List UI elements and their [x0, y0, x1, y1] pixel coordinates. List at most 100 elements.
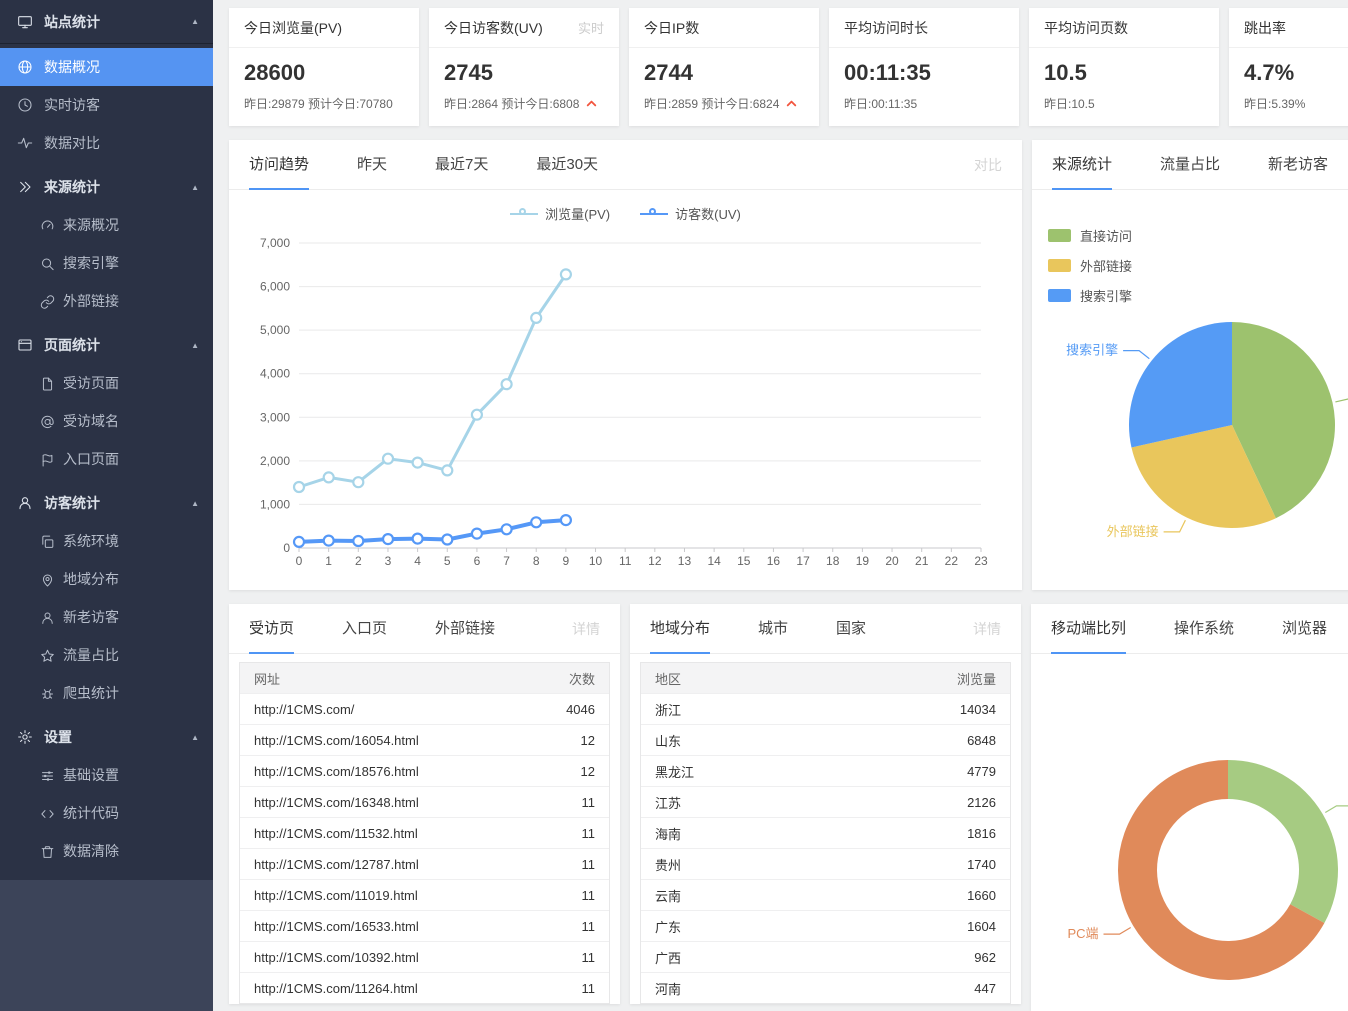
panel-tab[interactable]: 入口页	[342, 604, 387, 654]
svg-text:19: 19	[856, 554, 870, 568]
panel-tab[interactable]: 国家	[836, 604, 866, 654]
url-cell: http://1CMS.com/11264.html	[254, 981, 418, 996]
stat-card-value: 2745	[429, 48, 619, 86]
svg-text:5,000: 5,000	[260, 323, 290, 337]
count-cell: 11	[582, 795, 596, 810]
panel-tab[interactable]: 操作系统	[1174, 604, 1234, 654]
clock-icon	[17, 97, 33, 113]
svg-text:20: 20	[885, 554, 899, 568]
panel-tab[interactable]: 最近7天	[435, 140, 488, 190]
stat-card-footer: 昨日:29879 预计今日:70780	[244, 95, 393, 112]
region-cell: 河南	[655, 979, 681, 998]
sidebar-item[interactable]: 爬虫统计 ▲	[0, 674, 213, 712]
sidebar-item[interactable]: 站点统计 ▲	[0, 0, 213, 44]
table-row: 河南 447	[641, 972, 1010, 1003]
stat-card-value: 4.7%	[1229, 48, 1348, 86]
panel-tab[interactable]: 移动端比列	[1051, 604, 1126, 654]
url-cell: http://1CMS.com/11532.html	[254, 826, 418, 841]
collapse-up-arrow-icon[interactable]: ▲	[191, 341, 199, 350]
sidebar-item-label: 新老访客	[63, 607, 119, 627]
sidebar-item-label: 实时访客	[44, 95, 100, 115]
count-cell: 2126	[967, 795, 996, 810]
panel-tab[interactable]: 新老访客	[1268, 140, 1328, 190]
panel-tab[interactable]: 外部链接	[435, 604, 495, 654]
window-icon	[17, 337, 33, 353]
compare-link[interactable]: 对比	[974, 155, 1002, 175]
region-cell: 江苏	[655, 793, 681, 812]
legend-item[interactable]: 浏览量(PV)	[510, 203, 610, 224]
count-cell: 4046	[566, 702, 595, 717]
legend-swatch-icon	[1048, 229, 1071, 242]
sidebar-item[interactable]: 页面统计 ▲	[0, 326, 213, 364]
stat-card-title: 平均访问时长	[844, 18, 928, 38]
sidebar-item[interactable]: 系统环境 ▲	[0, 522, 213, 560]
panel-tab[interactable]: 流量占比	[1160, 140, 1220, 190]
sidebar-item[interactable]: 流量占比 ▲	[0, 636, 213, 674]
count-cell: 447	[974, 981, 996, 996]
visit-trend-chart[interactable]: 01,0002,0003,0004,0005,0006,0007,0000123…	[229, 224, 1022, 574]
panel-tab[interactable]: 访问趋势	[249, 140, 309, 190]
stat-card-footer: 昨日:2864 预计今日:6808	[444, 95, 579, 112]
sidebar-item[interactable]: 新老访客 ▲	[0, 598, 213, 636]
svg-text:11: 11	[619, 554, 632, 568]
panel-tab[interactable]: 受访页	[249, 604, 294, 654]
legend-item[interactable]: 访客数(UV)	[640, 203, 741, 224]
count-cell: 962	[974, 950, 996, 965]
stat-card-title: 今日浏览量(PV)	[244, 18, 342, 38]
sidebar-item[interactable]: 数据清除 ▲	[0, 832, 213, 870]
collapse-up-arrow-icon[interactable]: ▲	[191, 183, 199, 192]
device-donut-chart[interactable]: PC端	[1031, 654, 1348, 1011]
svg-text:2,000: 2,000	[260, 454, 290, 468]
sidebar-item[interactable]: 来源统计 ▲	[0, 168, 213, 206]
count-cell: 6848	[967, 733, 996, 748]
svg-text:0: 0	[296, 554, 303, 568]
sidebar-item[interactable]: 数据概况 ▲	[0, 48, 213, 86]
sidebar-item[interactable]: 实时访客 ▲	[0, 86, 213, 124]
collapse-up-arrow-icon[interactable]: ▲	[191, 17, 199, 26]
svg-text:15: 15	[737, 554, 751, 568]
details-link[interactable]: 详情	[973, 619, 1001, 639]
sidebar-item[interactable]: 基础设置 ▲	[0, 756, 213, 794]
sidebar-item-label: 外部链接	[63, 291, 119, 311]
collapse-up-arrow-icon[interactable]: ▲	[191, 499, 199, 508]
panel-tab[interactable]: 昨天	[357, 140, 387, 190]
legend-swatch-icon	[1048, 289, 1071, 302]
sidebar-item[interactable]: 搜索引擎 ▲	[0, 244, 213, 282]
legend-item[interactable]: 外部链接	[1048, 256, 1132, 275]
sidebar-item[interactable]: 受访页面 ▲	[0, 364, 213, 402]
stat-card-value: 28600	[229, 48, 419, 86]
table-row: http://1CMS.com/10392.html 11	[240, 941, 609, 972]
sidebar-item-label: 搜索引擎	[63, 253, 119, 273]
sidebar-item[interactable]: 设置 ▲	[0, 718, 213, 756]
panel-tab[interactable]: 地域分布	[650, 604, 710, 654]
region-cell: 海南	[655, 824, 681, 843]
url-cell: http://1CMS.com/12787.html	[254, 857, 419, 872]
sidebar-item[interactable]: 外部链接 ▲	[0, 282, 213, 320]
panel-tab[interactable]: 城市	[758, 604, 788, 654]
panel-tab[interactable]: 来源统计	[1052, 140, 1112, 190]
panel-tab[interactable]: 最近30天	[536, 140, 598, 190]
svg-text:21: 21	[915, 554, 929, 568]
count-cell: 12	[581, 764, 595, 779]
legend-item[interactable]: 直接访问	[1048, 226, 1132, 245]
region-cell: 贵州	[655, 855, 681, 874]
sidebar-item[interactable]: 访客统计 ▲	[0, 484, 213, 522]
sidebar-item[interactable]: 地域分布 ▲	[0, 560, 213, 598]
region-cell: 广西	[655, 948, 681, 967]
sidebar-item[interactable]: 受访域名 ▲	[0, 402, 213, 440]
sidebar-item[interactable]: 数据对比 ▲	[0, 124, 213, 162]
legend-item[interactable]: 搜索引擎	[1048, 286, 1132, 305]
sidebar-filler	[0, 880, 213, 1011]
sidebar-item[interactable]: 入口页面 ▲	[0, 440, 213, 478]
sidebar-item[interactable]: 统计代码 ▲	[0, 794, 213, 832]
sidebar-item[interactable]: 来源概况 ▲	[0, 206, 213, 244]
details-link[interactable]: 详情	[572, 619, 600, 639]
svg-text:PC端: PC端	[1067, 926, 1098, 941]
stat-card: 平均访问页数 10.5 昨日:10.5	[1029, 8, 1219, 126]
panel-tab[interactable]: 浏览器	[1282, 604, 1327, 654]
count-cell: 14034	[960, 702, 996, 717]
url-cell: http://1CMS.com/11019.html	[254, 888, 418, 903]
svg-text:23: 23	[974, 554, 988, 568]
collapse-up-arrow-icon[interactable]: ▲	[191, 733, 199, 742]
stat-card-footer: 昨日:00:11:35	[844, 95, 917, 112]
